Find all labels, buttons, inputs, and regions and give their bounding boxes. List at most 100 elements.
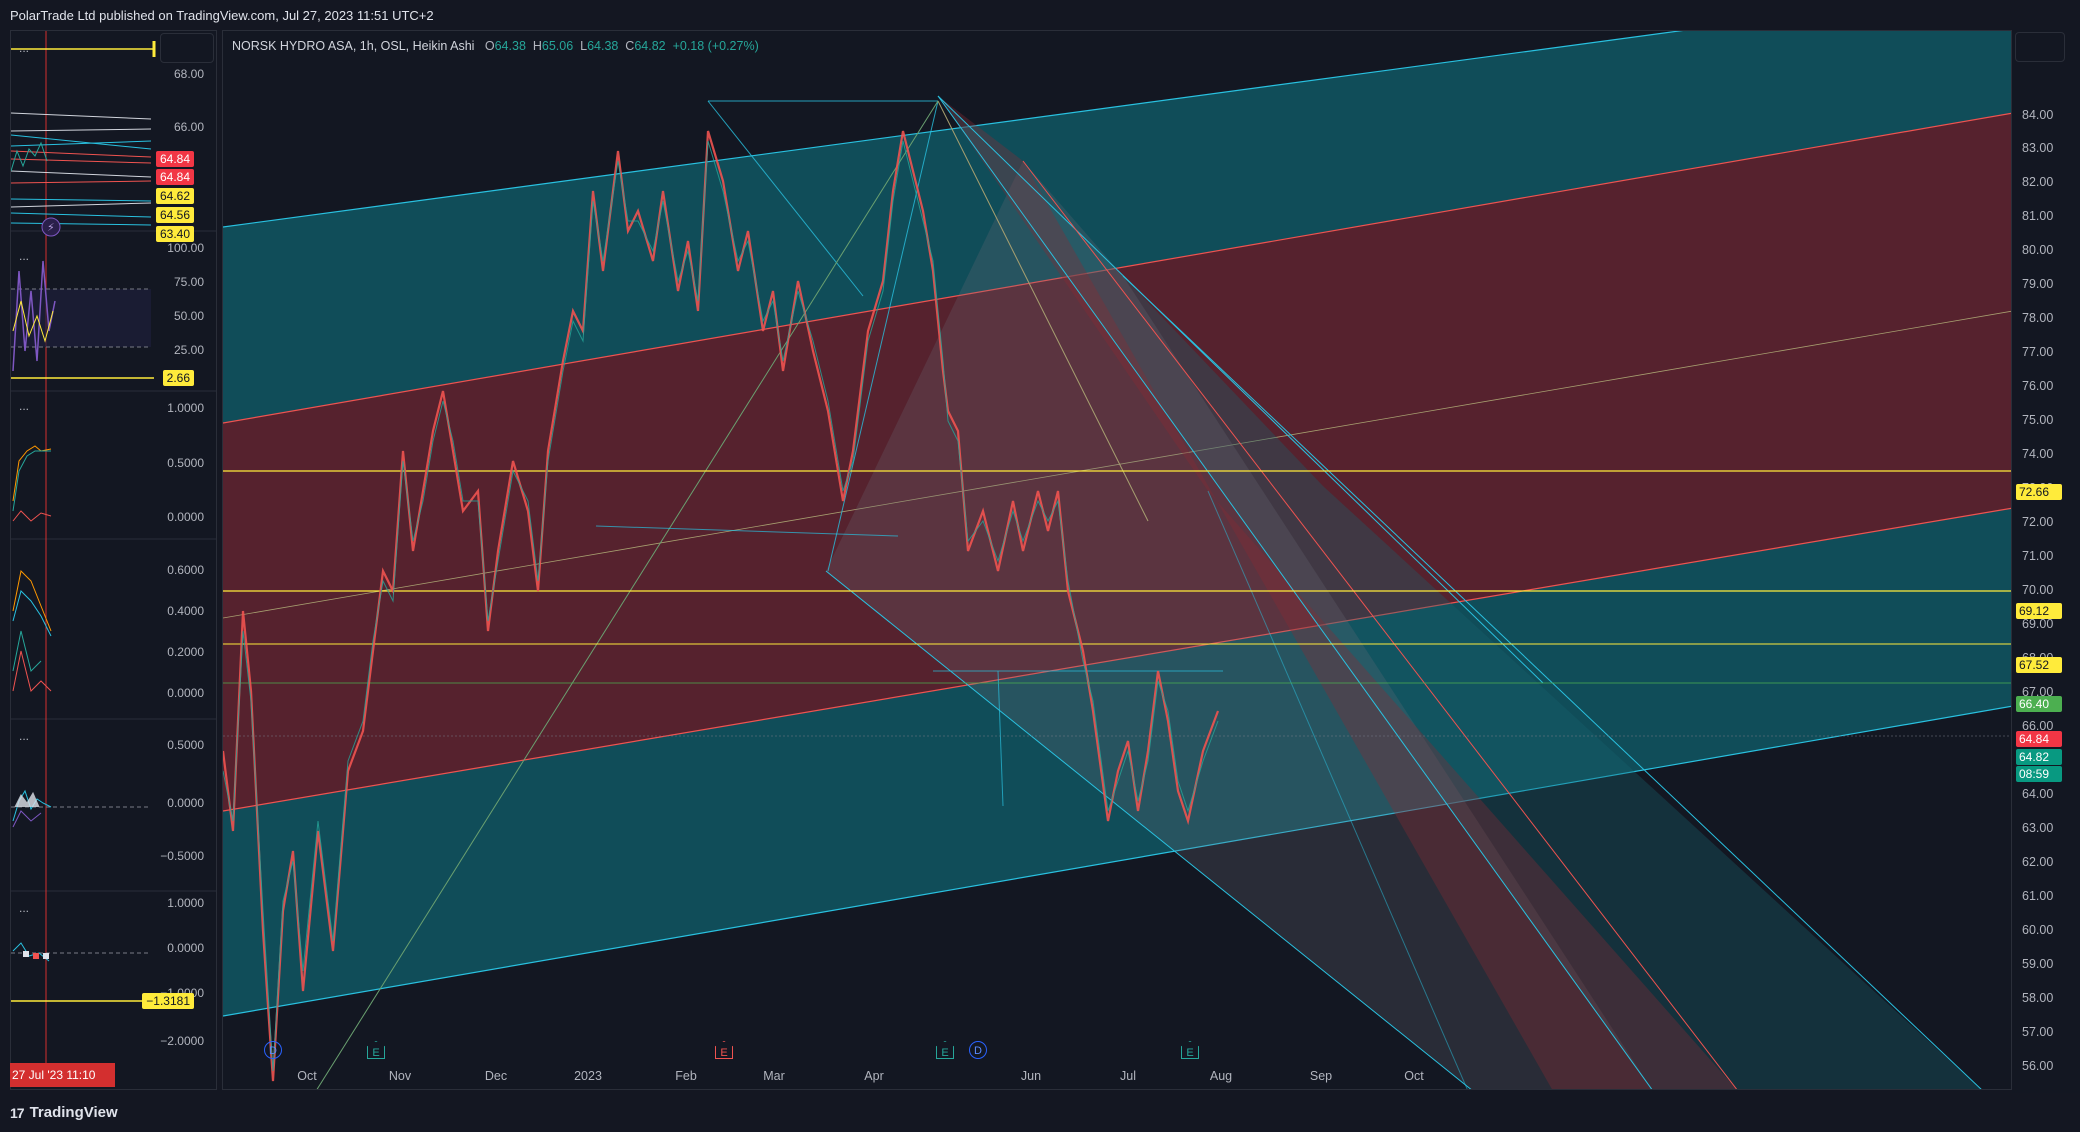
pane6-tick: 1.0000 (167, 896, 204, 910)
legend-high-value: 65.06 (541, 39, 574, 53)
indicator-panel-drawing: ⚡ (11, 31, 216, 1071)
pane2-tick: 25.00 (173, 343, 204, 357)
price-tick: 81.00 (2022, 209, 2054, 223)
legend-low-label: L (580, 39, 588, 53)
pane6-badge: −1.3181 (142, 993, 194, 1009)
price-tick: 78.00 (2022, 311, 2054, 325)
tradingview-brand: TradingView (29, 1104, 118, 1121)
time-tick: Sep (1309, 1069, 1333, 1083)
time-tick: Nov (388, 1069, 412, 1083)
price-tick: 67.00 (2022, 685, 2054, 699)
price-tick: 80.00 (2022, 243, 2054, 257)
price-tick: 71.00 (2022, 549, 2054, 563)
time-tick: Jul (1120, 1069, 1136, 1083)
pane4-tick: 0.4000 (167, 604, 204, 618)
bottom-bar (0, 1093, 2080, 1132)
legend-change: +0.18 (+0.27%) (672, 39, 759, 53)
pane3-tick: 0.0000 (167, 510, 204, 524)
axis-settings-button[interactable] (2015, 32, 2065, 62)
downward-pitchfork-gray (826, 161, 1652, 1089)
left-panel-top-button[interactable] (160, 33, 214, 63)
time-tick: Feb (675, 1069, 697, 1083)
svg-text:⚡: ⚡ (47, 222, 55, 234)
pane5-tick: 0.0000 (167, 796, 204, 810)
price-level-badge: 69.12 (2016, 603, 2062, 619)
indicator-panel[interactable]: ⚡ ... 68.00 66.00 64.84 64.84 64.62 64.5… (10, 30, 217, 1090)
price-tick: 59.00 (2022, 957, 2054, 971)
top-bar (0, 0, 2080, 30)
pane4-tick: 0.0000 (167, 686, 204, 700)
pane2-tick: 50.00 (173, 309, 204, 323)
time-tick: Aug (1209, 1069, 1233, 1083)
chart-legend[interactable]: NORSK HYDRO ASA, 1h, OSL, Heikin Ashi O6… (232, 39, 759, 53)
price-tick: 63.00 (2022, 821, 2054, 835)
time-tick: Mar (763, 1069, 785, 1083)
pane1-menu-dots[interactable]: ... (19, 41, 30, 55)
time-tick: Oct (1404, 1069, 1424, 1083)
price-level-badge: 67.52 (2016, 657, 2062, 673)
price-tick: 82.00 (2022, 175, 2054, 189)
price-tick: 58.00 (2022, 991, 2054, 1005)
price-tick: 70.00 (2022, 583, 2054, 597)
legend-close-value: 64.82 (634, 39, 666, 53)
price-tick: 83.00 (2022, 141, 2054, 155)
main-chart[interactable]: D E E E D E (222, 30, 2012, 1090)
price-level-badge: 08:59 (2016, 766, 2062, 782)
pane1-tick: 68.00 (173, 67, 204, 81)
pane1-badge: 64.84 (155, 169, 194, 185)
upper-red-band (223, 113, 2011, 811)
earnings-event-icon[interactable]: E (936, 1041, 954, 1059)
symbol-title[interactable]: NORSK HYDRO ASA, 1h, OSL, Heikin Ashi (232, 39, 475, 53)
price-level-badge: 72.66 (2016, 484, 2062, 500)
pane1-badge: 64.62 (155, 188, 194, 204)
lower-channel-band (223, 508, 2011, 1016)
pane1-badge: 63.40 (155, 226, 194, 242)
time-tick: Apr (864, 1069, 884, 1083)
legend-high-label: H (532, 39, 542, 53)
price-tick: 69.00 (2022, 617, 2054, 631)
dividend-event-icon[interactable]: D (264, 1041, 282, 1059)
price-tick: 72.00 (2022, 515, 2054, 529)
downward-pitchfork-red (938, 96, 1737, 1089)
pane1-badge: 64.56 (155, 207, 194, 223)
price-level-badge: 64.82 (2016, 749, 2062, 765)
price-tick: 62.00 (2022, 855, 2054, 869)
tradingview-logo[interactable]: 17 TradingView (10, 1104, 118, 1121)
pane2-tick: 75.00 (173, 275, 204, 289)
time-tick: Oct (297, 1069, 317, 1083)
pane3-tick: 0.5000 (167, 456, 204, 470)
time-tick: Dec (484, 1069, 508, 1083)
pane4-tick: 0.2000 (167, 645, 204, 659)
price-tick: 64.00 (2022, 787, 2054, 801)
price-tick: 79.00 (2022, 277, 2054, 291)
pane6-tick: 0.0000 (167, 941, 204, 955)
chart-drawing (223, 31, 2011, 1089)
pane6-tick: −2.0000 (160, 1034, 204, 1048)
price-tick: 57.00 (2022, 1025, 2054, 1039)
price-level-badge: 64.84 (2016, 731, 2062, 747)
price-tick: 74.00 (2022, 447, 2054, 461)
pane3-tick: 1.0000 (167, 401, 204, 415)
pane5-tick: −0.5000 (160, 849, 204, 863)
pane2-tick: 100.00 (167, 241, 204, 255)
price-tick: 77.00 (2022, 345, 2054, 359)
pane3-menu-dots[interactable]: ... (19, 399, 30, 413)
price-tick: 75.00 (2022, 413, 2054, 427)
legend-close-label: C (625, 39, 635, 53)
pane5-menu-dots[interactable]: ... (19, 729, 30, 743)
price-tick: 60.00 (2022, 923, 2054, 937)
price-tick: 76.00 (2022, 379, 2054, 393)
pane6-menu-dots[interactable]: ... (19, 901, 30, 915)
earnings-event-icon[interactable]: E (1181, 1041, 1199, 1059)
dividend-event-icon[interactable]: D (969, 1041, 987, 1059)
price-level-badge: 66.40 (2016, 696, 2062, 712)
price-tick: 61.00 (2022, 889, 2054, 903)
publish-info: PolarTrade Ltd published on TradingView.… (10, 8, 434, 23)
pane1-tick: 66.00 (173, 120, 204, 134)
earnings-event-icon[interactable]: E (367, 1041, 385, 1059)
price-axis[interactable]: 84.00 83.00 82.00 81.00 80.00 79.00 78.00 77.00… (2012, 30, 2080, 1093)
legend-low-value: 64.38 (587, 39, 619, 53)
pane5-tick: 0.5000 (167, 738, 204, 752)
pane2-menu-dots[interactable]: ... (19, 249, 30, 263)
earnings-event-icon[interactable]: E (715, 1041, 733, 1059)
